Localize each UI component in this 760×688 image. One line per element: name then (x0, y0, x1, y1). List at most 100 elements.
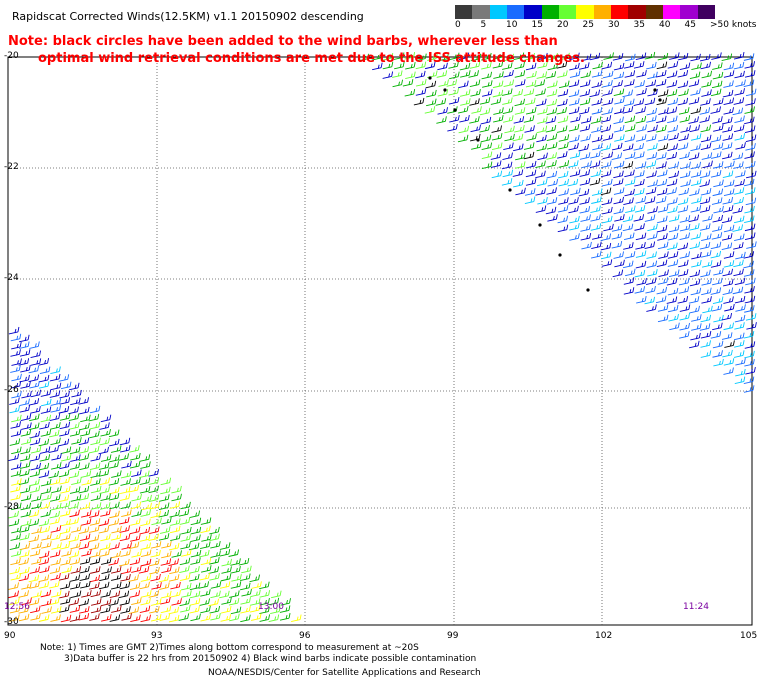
wind-barb (10, 484, 21, 493)
wind-barb (657, 89, 669, 97)
wind-barb (159, 582, 170, 590)
wind-barb (734, 340, 745, 348)
wind-barb (745, 88, 757, 97)
wind-barb (689, 269, 701, 278)
wind-barb (481, 61, 492, 70)
wind-barb (69, 422, 80, 430)
wind-barb (229, 590, 240, 598)
wind-barb (130, 534, 141, 542)
wind-barb (581, 160, 592, 169)
wind-barb (458, 52, 470, 61)
wind-barb (591, 241, 602, 250)
wind-barb (623, 242, 634, 250)
wind-barb (90, 470, 101, 479)
wind-barb (647, 179, 658, 188)
wind-barb (51, 606, 62, 614)
wind-barb (656, 286, 668, 295)
wind-barb (180, 604, 191, 613)
wind-barb (11, 414, 22, 423)
wind-barb (171, 598, 182, 606)
wind-barb (130, 452, 141, 461)
wind-barb (221, 597, 232, 605)
wind-barb (568, 205, 579, 214)
wind-barb (28, 509, 40, 518)
wind-barb (490, 160, 502, 168)
wind-barb (669, 322, 680, 331)
wind-barb (514, 107, 526, 115)
wind-barb (180, 582, 192, 591)
wind-barb (546, 133, 558, 141)
wind-barb (690, 161, 702, 170)
wind-barb (745, 366, 756, 375)
wind-barb (656, 97, 668, 106)
wind-barb (479, 97, 491, 105)
wind-barb (19, 453, 31, 462)
wind-barb (150, 510, 161, 519)
wind-barb (602, 151, 614, 160)
wind-barb (69, 605, 81, 613)
wind-barb (158, 502, 170, 511)
wind-barb (623, 197, 634, 205)
wind-barb (734, 295, 746, 304)
wind-barb (501, 88, 513, 96)
wind-barb (657, 52, 669, 61)
wind-barb (239, 582, 251, 591)
wind-barb (68, 382, 80, 391)
wind-barb (59, 428, 70, 437)
wind-barb (79, 557, 91, 565)
wind-barb (59, 500, 71, 509)
wind-barb (479, 124, 490, 133)
wind-barb (700, 223, 711, 231)
wind-barb (149, 501, 160, 510)
wind-barb (645, 186, 657, 195)
wind-barb (31, 501, 42, 510)
wind-barb (723, 97, 735, 106)
wind-barb (658, 107, 669, 115)
wind-barb (291, 614, 302, 623)
wind-barb (139, 526, 151, 535)
legend-swatch (558, 5, 577, 19)
wind-barb (18, 573, 30, 582)
wind-barb (547, 214, 558, 222)
wind-barb (40, 589, 52, 598)
wind-barb (733, 242, 744, 250)
wind-barb (680, 179, 691, 188)
wind-barb (210, 612, 221, 621)
wind-barb (679, 322, 690, 331)
lat-label-26: -26 (4, 385, 19, 395)
wind-barb (667, 232, 679, 241)
wind-barb (90, 437, 101, 446)
wind-barb (140, 558, 152, 567)
wind-barb (711, 232, 723, 240)
legend-swatch (576, 5, 594, 19)
wind-barb (722, 89, 734, 98)
wind-barb (700, 134, 712, 143)
wind-barb (20, 493, 32, 502)
wind-barb (31, 526, 42, 535)
wind-barb (689, 241, 701, 250)
wind-barb (713, 205, 724, 214)
wind-barb (622, 214, 634, 223)
wind-barb (39, 421, 50, 430)
contamination-marker (586, 288, 590, 292)
wind-barb (8, 453, 20, 462)
wind-barb (689, 124, 700, 133)
note-line-1: Note: black circles have been added to t… (8, 34, 558, 49)
wind-barb (711, 151, 722, 159)
wind-barb (228, 549, 240, 557)
wind-barb (128, 485, 140, 493)
wind-barb (569, 223, 580, 231)
wind-barb (545, 206, 557, 215)
wind-barb (98, 446, 109, 455)
wind-barb (735, 358, 746, 366)
wind-barb (19, 468, 30, 477)
wind-barb (68, 598, 80, 606)
wind-barb (723, 322, 734, 331)
wind-barb (492, 80, 504, 89)
legend-label: 20 (557, 20, 569, 30)
wind-barb (38, 462, 50, 471)
wind-barb (635, 232, 647, 241)
wind-barb (78, 397, 89, 405)
wind-barb (568, 89, 580, 98)
wind-barb (666, 70, 678, 79)
